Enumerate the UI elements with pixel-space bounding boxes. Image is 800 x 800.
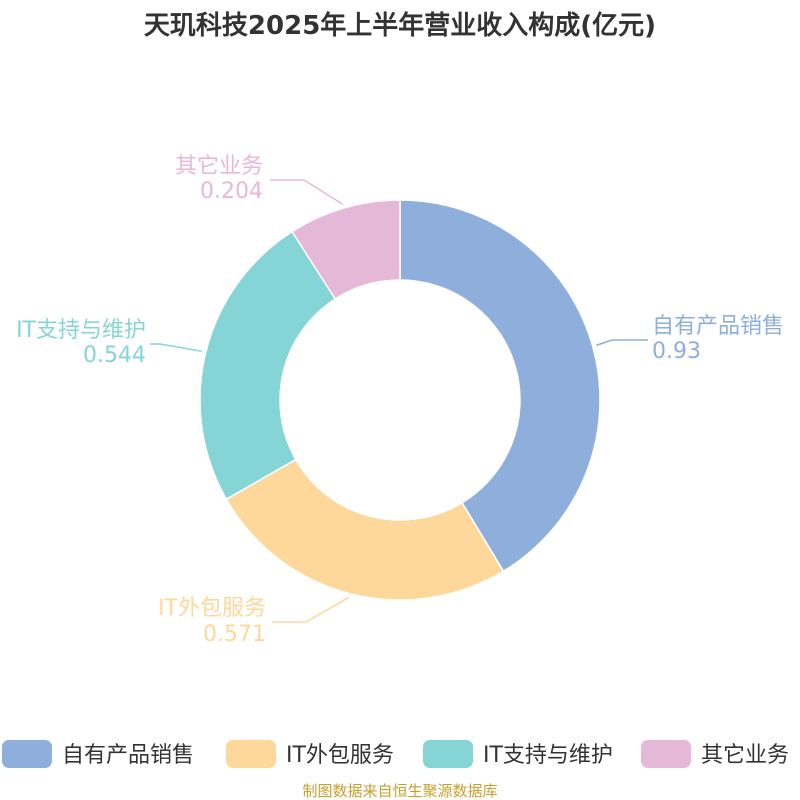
leader-line-1: [272, 596, 350, 623]
legend-swatch-1[interactable]: [226, 740, 276, 768]
slice-label-value-0: 0.93: [652, 339, 701, 364]
slice-label-value-2: 0.544: [83, 343, 146, 368]
legend-label-3[interactable]: 其它业务: [701, 743, 789, 768]
donut-slices: [199, 199, 601, 601]
slice-2: [199, 230, 337, 501]
slice-label-name-3: 其它业务: [175, 154, 263, 179]
legend-swatch-0[interactable]: [2, 740, 52, 768]
slice-1: [225, 458, 505, 601]
slice-label-value-1: 0.571: [203, 622, 266, 647]
slice-label-value-3: 0.204: [200, 179, 263, 204]
source-note: 制图数据来自恒生聚源数据库: [302, 782, 497, 800]
leader-line-3: [270, 179, 344, 205]
legend-label-1[interactable]: IT外包服务: [286, 743, 394, 768]
slice-0: [399, 199, 601, 573]
slice-label-name-1: IT外包服务: [158, 596, 266, 621]
slice-3: [291, 199, 401, 301]
legend-label-0[interactable]: 自有产品销售: [62, 743, 194, 768]
legend-label-2[interactable]: IT支持与维护: [483, 743, 613, 768]
legend-swatch-2[interactable]: [423, 740, 473, 768]
slice-label-name-0: 自有产品销售: [652, 314, 784, 339]
chart-title: 天玑科技2025年上半年营业收入构成(亿元): [144, 10, 656, 41]
legend-swatch-3[interactable]: [641, 740, 691, 768]
slice-label-name-2: IT支持与维护: [16, 318, 146, 343]
legend: 自有产品销售 IT外包服务 IT支持与维护 其它业务: [2, 740, 789, 768]
leader-line-2: [150, 343, 203, 353]
leader-line-0: [596, 339, 648, 346]
